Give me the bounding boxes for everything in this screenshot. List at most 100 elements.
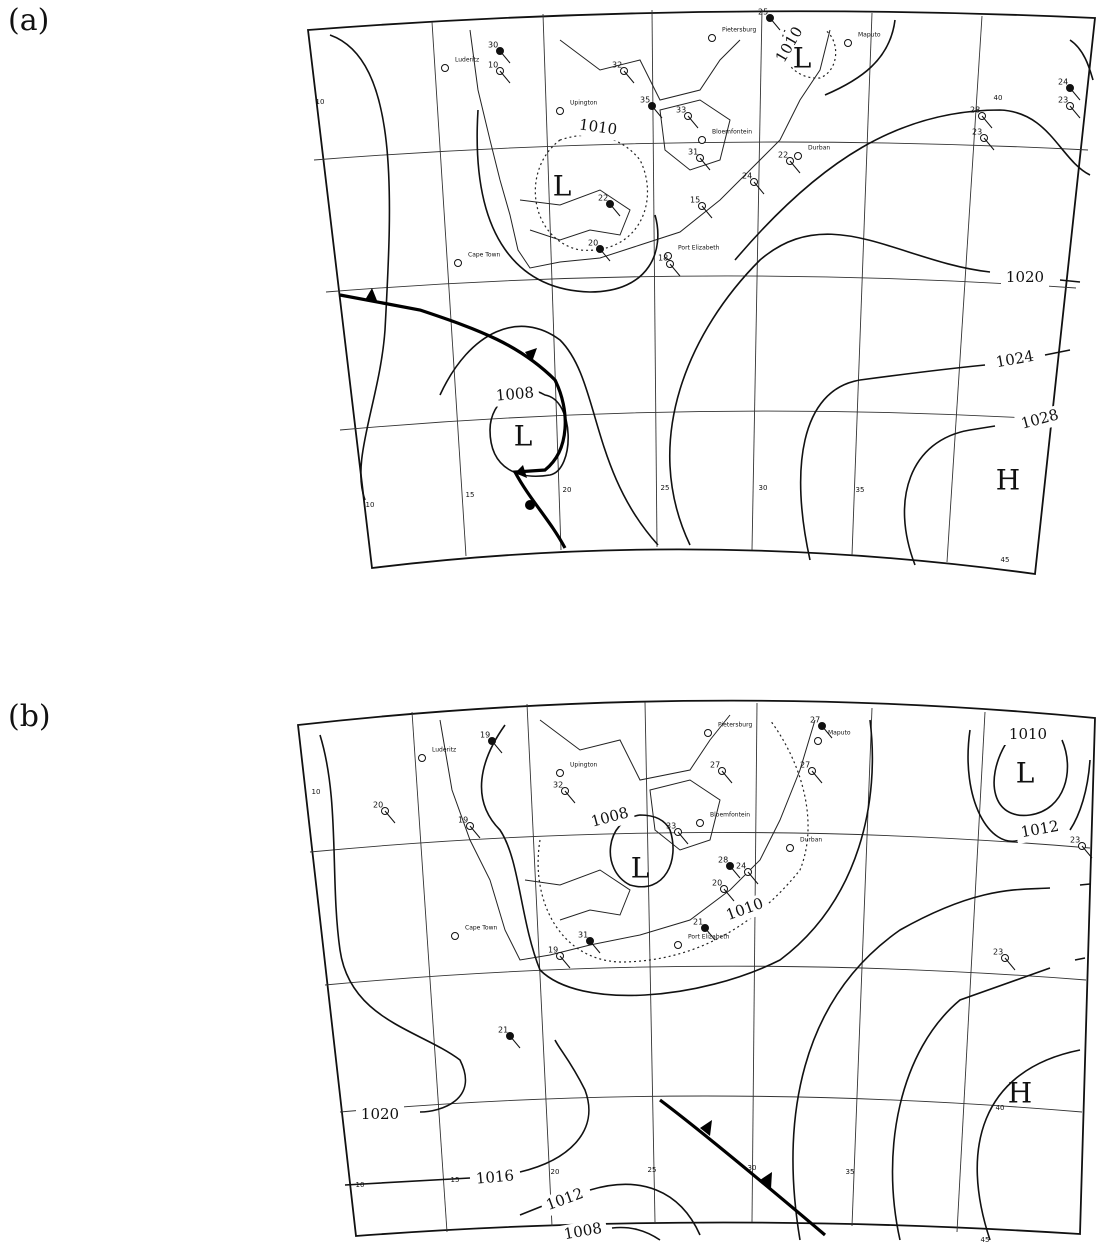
longitude-label: 10 (312, 788, 321, 796)
city-marker (452, 933, 459, 940)
wind-barb (982, 116, 992, 128)
station-value: 28 (970, 106, 980, 115)
longitude-label: 45 (981, 1236, 990, 1244)
wind-barb (610, 204, 620, 216)
city-name: Bloemfontein (712, 129, 752, 136)
wind-barb (510, 1036, 520, 1048)
station-value: 23 (972, 128, 982, 137)
station-value: 19 (458, 816, 468, 825)
city-marker (675, 942, 682, 949)
station-value: 28 (718, 856, 728, 865)
city-name: Maputo (828, 730, 851, 737)
pressure-center: H (1008, 1077, 1032, 1110)
city-name: Maputo (858, 32, 881, 39)
wind-barb (565, 791, 575, 803)
longitude-label: 35 (846, 1168, 855, 1176)
station-value: 31 (688, 148, 698, 157)
station-value: 20 (373, 801, 383, 810)
pressure-center: L (1016, 757, 1035, 790)
station-value: 23 (993, 948, 1003, 957)
city-marker (419, 755, 426, 762)
panel-a-map (308, 10, 1095, 574)
station-value: 21 (498, 1026, 508, 1035)
pressure-center: L (553, 170, 572, 203)
wind-barb (670, 264, 680, 276)
city-name: Durban (800, 837, 822, 844)
wind-barb (748, 872, 758, 884)
longitude-label: 40 (996, 1104, 1005, 1112)
station-value: 27 (810, 716, 820, 725)
station-value: 27 (710, 761, 720, 770)
city-marker (795, 153, 802, 160)
station-value: 33 (676, 106, 686, 115)
station-value: 22 (778, 151, 788, 160)
weather-maps: (a)101010101008102010241028LLLHLuderitzU… (0, 0, 1107, 1249)
station-value: 20 (588, 239, 598, 248)
pressure-center: L (514, 420, 533, 453)
city-name: Cape Town (468, 252, 500, 259)
city-marker (557, 108, 564, 115)
city-marker (442, 65, 449, 72)
city-name: Luderitz (432, 747, 456, 754)
longitude-label: 10 (356, 1181, 365, 1189)
longitude-label: 25 (648, 1166, 657, 1174)
station-value: 30 (488, 41, 498, 50)
city-name: Pietersburg (722, 27, 756, 34)
city-marker (699, 137, 706, 144)
panel-label: (b) (8, 699, 51, 734)
wind-barb (470, 826, 480, 838)
city-name: Luderitz (455, 57, 479, 64)
panel-b-map (298, 701, 1095, 1240)
wind-barb (812, 771, 822, 783)
station-value: 24 (1058, 78, 1068, 87)
longitude-label: 10 (366, 501, 375, 509)
station-value: 33 (666, 822, 676, 831)
longitude-label: 45 (1001, 556, 1010, 564)
city-name: Port Elizabeth (688, 934, 730, 941)
station-value: 24 (736, 862, 746, 871)
wind-barb (678, 832, 688, 844)
station-value: 19 (548, 946, 558, 955)
wind-barb (1005, 958, 1015, 970)
longitude-label: 20 (563, 486, 572, 494)
station-value: 21 (693, 918, 703, 927)
city-marker (845, 40, 852, 47)
wind-barb (560, 956, 570, 968)
station-value: 32 (612, 61, 622, 70)
city-name: Cape Town (465, 925, 497, 932)
isobar-label: 1020 (361, 1105, 399, 1123)
wind-barb (1070, 88, 1080, 100)
city-name: Bloemfontein (710, 812, 750, 819)
station-value: 32 (553, 781, 563, 790)
isobar-label: 1010 (1009, 725, 1047, 743)
wind-barb (500, 51, 510, 63)
city-name: Durban (808, 145, 830, 152)
city-marker (697, 820, 704, 827)
longitude-label: 20 (551, 1168, 560, 1176)
longitude-label: 15 (451, 1176, 460, 1184)
isobar-label: 1020 (1006, 268, 1044, 286)
station-value: 20 (712, 879, 722, 888)
city-marker (709, 35, 716, 42)
longitude-label: 35 (856, 486, 865, 494)
city-name: Pietersburg (718, 722, 752, 729)
wind-barb (722, 771, 732, 783)
city-name: Port Elizabeth (678, 245, 720, 252)
wind-barb (492, 741, 502, 753)
station-value: 25 (758, 8, 768, 17)
wind-barb (1070, 106, 1080, 118)
isobar-label: 1016 (475, 1166, 515, 1187)
wind-barb (984, 138, 994, 150)
station-value: 35 (640, 96, 650, 105)
station-value: 23 (1058, 96, 1068, 105)
station-value: 24 (742, 172, 752, 181)
city-name: Upington (570, 762, 598, 769)
city-marker (705, 730, 712, 737)
wind-barb (385, 811, 395, 823)
city-name: Upington (570, 100, 598, 107)
city-marker (455, 260, 462, 267)
pressure-center: H (996, 464, 1020, 497)
longitude-label: 40 (994, 94, 1003, 102)
panel-label: (a) (8, 3, 49, 38)
station-value: 18 (658, 254, 668, 263)
